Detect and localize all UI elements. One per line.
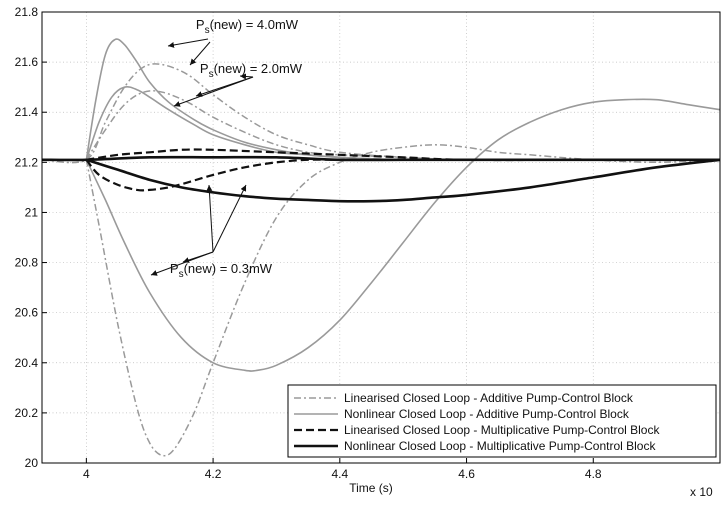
y-tick-label: 20.4 (15, 356, 39, 370)
y-tick-label: 20.8 (15, 256, 39, 270)
annotation-arrow (239, 73, 254, 80)
y-tick-label: 21.8 (15, 5, 39, 19)
series-group (41, 38, 721, 457)
legend-entry: Nonlinear Closed Loop - Multiplicative P… (344, 439, 656, 453)
series-line (85, 90, 720, 161)
legend-box (287, 384, 717, 458)
x-tick-label: 4.6 (458, 467, 475, 481)
legend-entry: Linearised Closed Loop - Multiplicative … (344, 423, 660, 437)
annotation-prefix: P (196, 17, 205, 32)
y-tick-label: 21.6 (15, 55, 39, 69)
y-tick-label: 20.2 (15, 406, 39, 420)
x-tick-label: 4.8 (585, 467, 602, 481)
annotation-text: (new) = 4.0mW (210, 17, 299, 32)
legend: Linearised Closed Loop - Additive Pump-C… (287, 384, 717, 458)
series-line (41, 155, 720, 162)
annotation-arrow (167, 38, 209, 48)
annotation-subscript: s (205, 25, 210, 36)
annotation-label: Ps(new) = 2.0mW (200, 61, 303, 80)
annotation-subscript: s (179, 269, 184, 280)
y-tick-label: 21 (25, 205, 39, 219)
y-tick-label: 20.6 (15, 306, 39, 320)
x-tick-label: 4.4 (331, 467, 348, 481)
annotation-arrow (150, 251, 214, 276)
series-line (85, 98, 721, 372)
annotation-arrow (173, 76, 254, 107)
legend-entry: Linearised Closed Loop - Additive Pump-C… (344, 391, 634, 405)
series-4 (41, 155, 721, 203)
series-line (85, 158, 721, 203)
series-1 (41, 63, 721, 457)
x-tick-label: 4 (83, 467, 90, 481)
legend-entry: Nonlinear Closed Loop - Additive Pump-Co… (344, 407, 630, 421)
y-tick-label: 21.4 (15, 105, 39, 119)
x-tick-label: 4.2 (205, 467, 222, 481)
annotation-arrow (206, 184, 214, 253)
y-tick-label: 21.2 (15, 155, 39, 169)
annotation-text: (new) = 2.0mW (214, 61, 303, 76)
annotation-text: (new) = 0.3mW (184, 261, 273, 276)
annotation-label: Ps(new) = 0.3mW (170, 261, 273, 280)
annotation-subscript: s (209, 69, 214, 80)
annotation-prefix: P (170, 261, 179, 276)
ticks: 4 4.2 4.4 4.6 4.8 20 20.2 20.4 20.6 20.8 21 21.2 21.… (15, 5, 602, 481)
annotation-prefix: P (200, 61, 209, 76)
x-axis-multiplier: x 10 (690, 485, 713, 499)
y-tick-label: 20 (25, 456, 39, 470)
annotation-arrow (189, 41, 211, 66)
plot-frame (41, 11, 721, 464)
x-axis-label: Time (s) (349, 481, 393, 495)
annotation-arrow (212, 184, 247, 253)
series-line (85, 144, 721, 457)
annotation-label: Ps(new) = 4.0mW (196, 17, 299, 36)
